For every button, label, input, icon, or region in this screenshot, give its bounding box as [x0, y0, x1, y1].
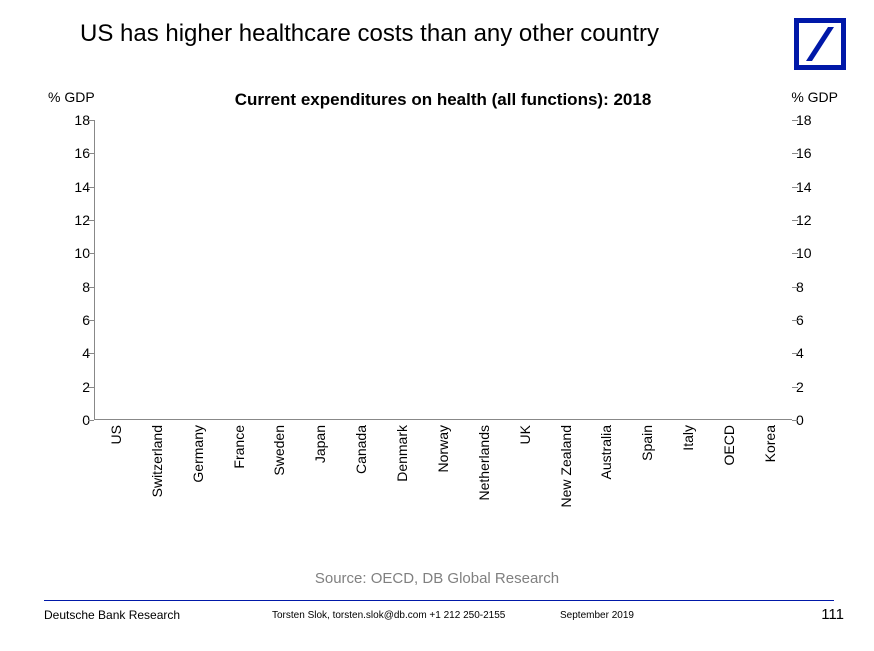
y-tick-mark: [792, 320, 798, 321]
y-tick-left: 10: [60, 245, 90, 261]
y-tick-left: 14: [60, 179, 90, 195]
y-tick-mark: [792, 420, 798, 421]
footer-contact: Torsten Slok, torsten.slok@db.com +1 212…: [272, 610, 505, 621]
y-tick-right: 6: [796, 312, 826, 328]
y-tick-right: 18: [796, 112, 826, 128]
y-tick-left: 8: [60, 279, 90, 295]
y-tick-right: 8: [796, 279, 826, 295]
page-root: US has higher healthcare costs than any …: [0, 0, 874, 651]
footer-date: September 2019: [560, 610, 634, 621]
y-tick-left: 16: [60, 145, 90, 161]
y-tick-mark: [792, 287, 798, 288]
page-title: US has higher healthcare costs than any …: [80, 20, 659, 48]
y-tick-right: 4: [796, 345, 826, 361]
footer-org: Deutsche Bank Research: [44, 608, 180, 622]
y-tick-mark: [792, 353, 798, 354]
bars-group: [94, 120, 792, 420]
y-tick-right: 16: [796, 145, 826, 161]
y-tick-mark: [88, 420, 94, 421]
y-tick-mark: [792, 153, 798, 154]
y-tick-right: 10: [796, 245, 826, 261]
y-tick-left: 6: [60, 312, 90, 328]
source-text: Source: OECD, DB Global Research: [0, 570, 874, 587]
y-tick-mark: [792, 187, 798, 188]
footer-rule: [44, 600, 834, 601]
y-tick-right: 14: [796, 179, 826, 195]
y-axis-label-right: % GDP: [791, 89, 838, 105]
y-tick-left: 18: [60, 112, 90, 128]
chart-title: Current expenditures on health (all func…: [48, 90, 838, 110]
db-logo-icon: [794, 18, 846, 70]
y-tick-right: 0: [796, 412, 826, 428]
y-tick-mark: [792, 253, 798, 254]
y-tick-mark: [792, 220, 798, 221]
y-tick-mark: [792, 387, 798, 388]
y-tick-left: 0: [60, 412, 90, 428]
footer-page-number: 111: [821, 606, 844, 623]
y-tick-right: 12: [796, 212, 826, 228]
y-tick-mark: [792, 120, 798, 121]
y-tick-left: 12: [60, 212, 90, 228]
y-tick-left: 4: [60, 345, 90, 361]
chart-container: % GDP Current expenditures on health (al…: [48, 90, 838, 560]
y-tick-right: 2: [796, 379, 826, 395]
y-tick-left: 2: [60, 379, 90, 395]
